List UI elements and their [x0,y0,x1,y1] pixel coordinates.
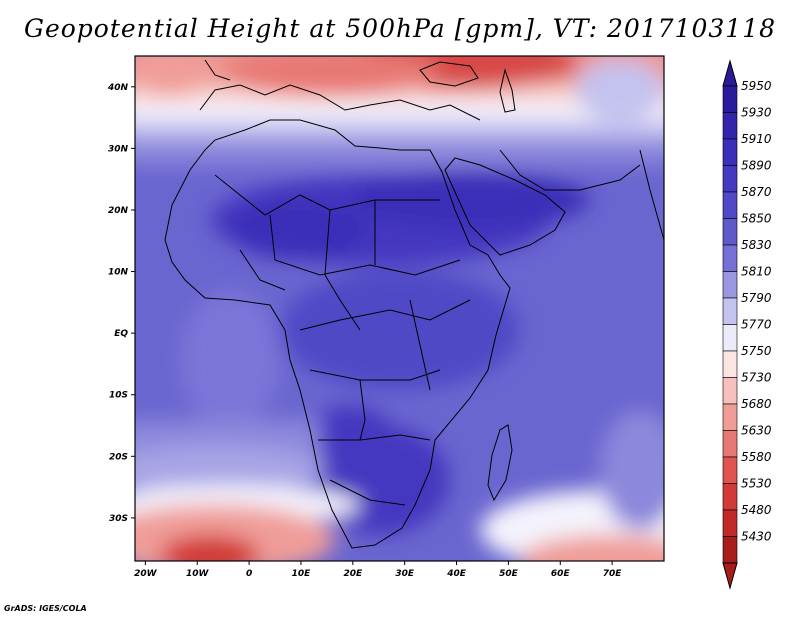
lat-tick-label: 30S [109,514,128,524]
colorbar-label: 5480 [741,503,772,517]
colorbar-swatch [722,191,738,219]
lon-tick-label: 60E [551,569,571,579]
map-title: Geopotential Height at 500hPa [gpm], VT:… [23,14,777,43]
colorbar-swatch [722,271,738,299]
colorbar-swatch [722,403,738,431]
coastlines [164,59,664,549]
colorbar-swatch [722,218,738,246]
lon-tick-label: 70E [603,569,623,579]
colorbar-swatch [722,430,738,458]
colorbar-label: 5750 [741,344,772,358]
colorbar-label: 5870 [741,185,772,199]
lon-tick-label: 50E [499,569,519,579]
colorbar-label: 5830 [741,238,772,252]
colorbar-label: 5680 [741,397,772,411]
colorbar: 5950 5930 5910 5890 5870 5850 5830 5810 5790 5770… [722,59,772,590]
colorbar-label: 5580 [741,450,772,464]
colorbar-label: 5890 [741,159,772,173]
lat-tick-label: 20N [108,206,129,216]
geopotential-field [135,56,664,561]
colorbar-swatch [722,350,738,378]
lon-tick-label: 0 [246,569,252,579]
lat-tick-label: 10S [109,391,128,401]
colorbar-label: 5850 [741,212,772,226]
lon-tick-label: 30E [395,569,415,579]
colorbar-label: 5950 [741,79,772,93]
lat-tick-label: EQ [114,329,128,339]
colorbar-swatch [722,536,738,564]
lat-tick-label: 30N [108,144,129,154]
colorbar-label: 5730 [741,371,772,385]
colorbar-swatch [722,509,738,537]
lat-tick-label: 10N [108,268,129,278]
colorbar-swatch [722,324,738,352]
lat-tick-label: 40N [107,83,129,93]
colorbar-swatch [722,483,738,511]
latitude-axis: 40N 30N 20N 10N EQ 10S 20S 30S [107,83,135,524]
colorbar-label: 5790 [741,291,772,305]
colorbar-label: 5910 [741,132,772,146]
map-frame [134,55,665,562]
lon-tick-label: 40E [446,569,467,579]
colorbar-swatch [722,85,738,113]
colorbar-swatch [722,297,738,325]
colorbar-swatch [722,377,738,405]
lon-tick-label: 10E [292,569,312,579]
colorbar-label: 5930 [741,106,772,120]
colorbar-label: 5770 [741,318,772,332]
lat-tick-label: 20S [109,452,128,462]
lon-tick-label: 20E [343,569,363,579]
longitude-axis: 20W 10W 0 10E 20E 30E 40E 50E 60E 70E [134,561,622,579]
grads-credit: GrADS: IGES/COLA [4,604,87,613]
lon-tick-label: 10W [186,569,210,579]
lon-tick-label: 20W [134,569,158,579]
colorbar-swatch [722,138,738,166]
colorbar-label: 5430 [741,530,772,544]
colorbar-swatch [722,456,738,484]
colorbar-bottom-arrow [722,562,738,590]
colorbar-swatch [722,244,738,272]
colorbar-swatch [722,165,738,193]
colorbar-top-arrow [722,59,738,87]
colorbar-label: 5810 [741,265,772,279]
colorbar-label: 5530 [741,477,772,491]
colorbar-label: 5630 [741,424,772,438]
colorbar-swatch [722,112,738,140]
